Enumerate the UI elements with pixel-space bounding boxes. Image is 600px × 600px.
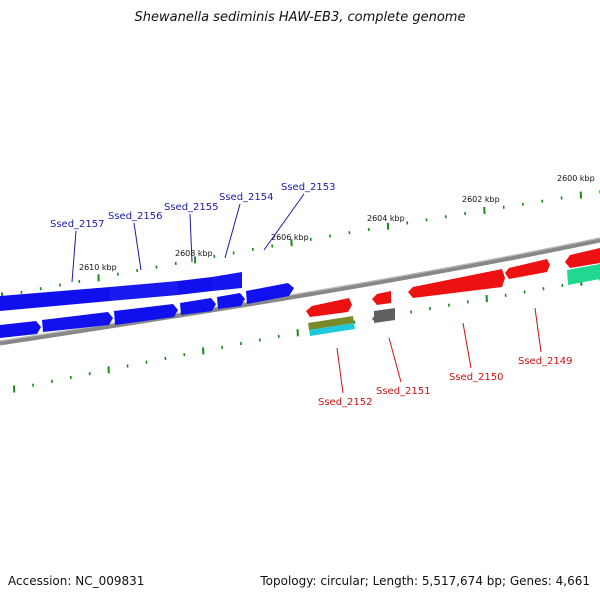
reverse-genes (306, 248, 600, 317)
page-title: Shewanella sediminis HAW-EB3, complete g… (134, 10, 466, 25)
accession-text: Accession: NC_009831 (8, 574, 145, 588)
leader-ssed-2153 (263, 193, 305, 251)
gene-arrow-ssed-2152[interactable] (306, 298, 352, 317)
leader-ssed-2149 (534, 307, 542, 353)
scale-labels: 2600 kbp 2602 kbp 2604 kbp 2606 kbp 2608 kbp… (79, 174, 595, 272)
gene-arrow-2[interactable] (42, 312, 113, 332)
leader-ssed-2157 (71, 230, 77, 283)
scale-label-kbp-2600: 2600 kbp (557, 174, 595, 183)
gene-label-ssed-2152[interactable]: Ssed_2152 (318, 397, 373, 408)
leader-ssed-2154 (224, 203, 241, 259)
gene-label-ssed-2157[interactable]: Ssed_2157 (50, 219, 105, 230)
forward-genes-lower (0, 283, 294, 338)
gene-label-ssed-2154[interactable]: Ssed_2154 (219, 192, 274, 203)
scale-label-kbp-2608: 2608 kbp (175, 249, 213, 258)
gene-arrow-1[interactable] (0, 321, 41, 338)
forward-genes-upper (0, 272, 242, 311)
feature-cyan[interactable] (309, 323, 355, 336)
feature-olive[interactable] (308, 316, 354, 330)
gene-arrow-5[interactable] (217, 293, 245, 309)
leader-ssed-2150 (462, 322, 472, 369)
gene-arrow-ssed-2155[interactable] (178, 277, 212, 295)
scale-label-kbp-2610: 2610 kbp (79, 263, 117, 272)
gene-arrow-red-edge[interactable] (565, 248, 600, 268)
feature-gray[interactable] (374, 308, 395, 323)
leader-ssed-2152 (336, 347, 344, 394)
gene-label-ssed-2156[interactable]: Ssed_2156 (108, 211, 163, 222)
genome-backbone (0, 237, 600, 346)
other-features (308, 264, 600, 336)
gene-label-ssed-2151[interactable]: Ssed_2151 (376, 386, 431, 397)
scale-ticks (1, 190, 600, 393)
gene-arrow-ssed-2157[interactable] (0, 287, 110, 311)
gene-arrow-ssed-2154[interactable] (212, 272, 242, 291)
scale-label-kbp-2602: 2602 kbp (462, 195, 500, 204)
gene-arrow-3[interactable] (114, 304, 178, 325)
gene-arrow-6[interactable] (246, 283, 294, 304)
leader-ssed-2156 (133, 222, 142, 271)
gene-arrow-ssed-2151[interactable] (372, 291, 391, 305)
genome-summary-text: Topology: circular; Length: 5,517,674 bp… (260, 574, 590, 588)
gene-label-ssed-2155[interactable]: Ssed_2155 (164, 202, 219, 213)
gene-arrow-ssed-2149[interactable] (505, 259, 550, 279)
gene-arrow-4[interactable] (180, 298, 216, 315)
scale-label-kbp-2606: 2606 kbp (271, 233, 309, 242)
gene-arrow-ssed-2156[interactable] (110, 281, 178, 301)
scale-label-kbp-2604: 2604 kbp (367, 214, 405, 223)
gene-label-ssed-2150[interactable]: Ssed_2150 (449, 372, 504, 383)
leader-ssed-2151 (388, 337, 402, 383)
gene-label-ssed-2153[interactable]: Ssed_2153 (281, 182, 336, 193)
gene-label-ssed-2149[interactable]: Ssed_2149 (518, 356, 573, 367)
feature-green-edge[interactable] (567, 264, 600, 285)
gene-arrow-ssed-2150[interactable] (408, 269, 505, 298)
leader-ssed-2155 (189, 213, 193, 263)
